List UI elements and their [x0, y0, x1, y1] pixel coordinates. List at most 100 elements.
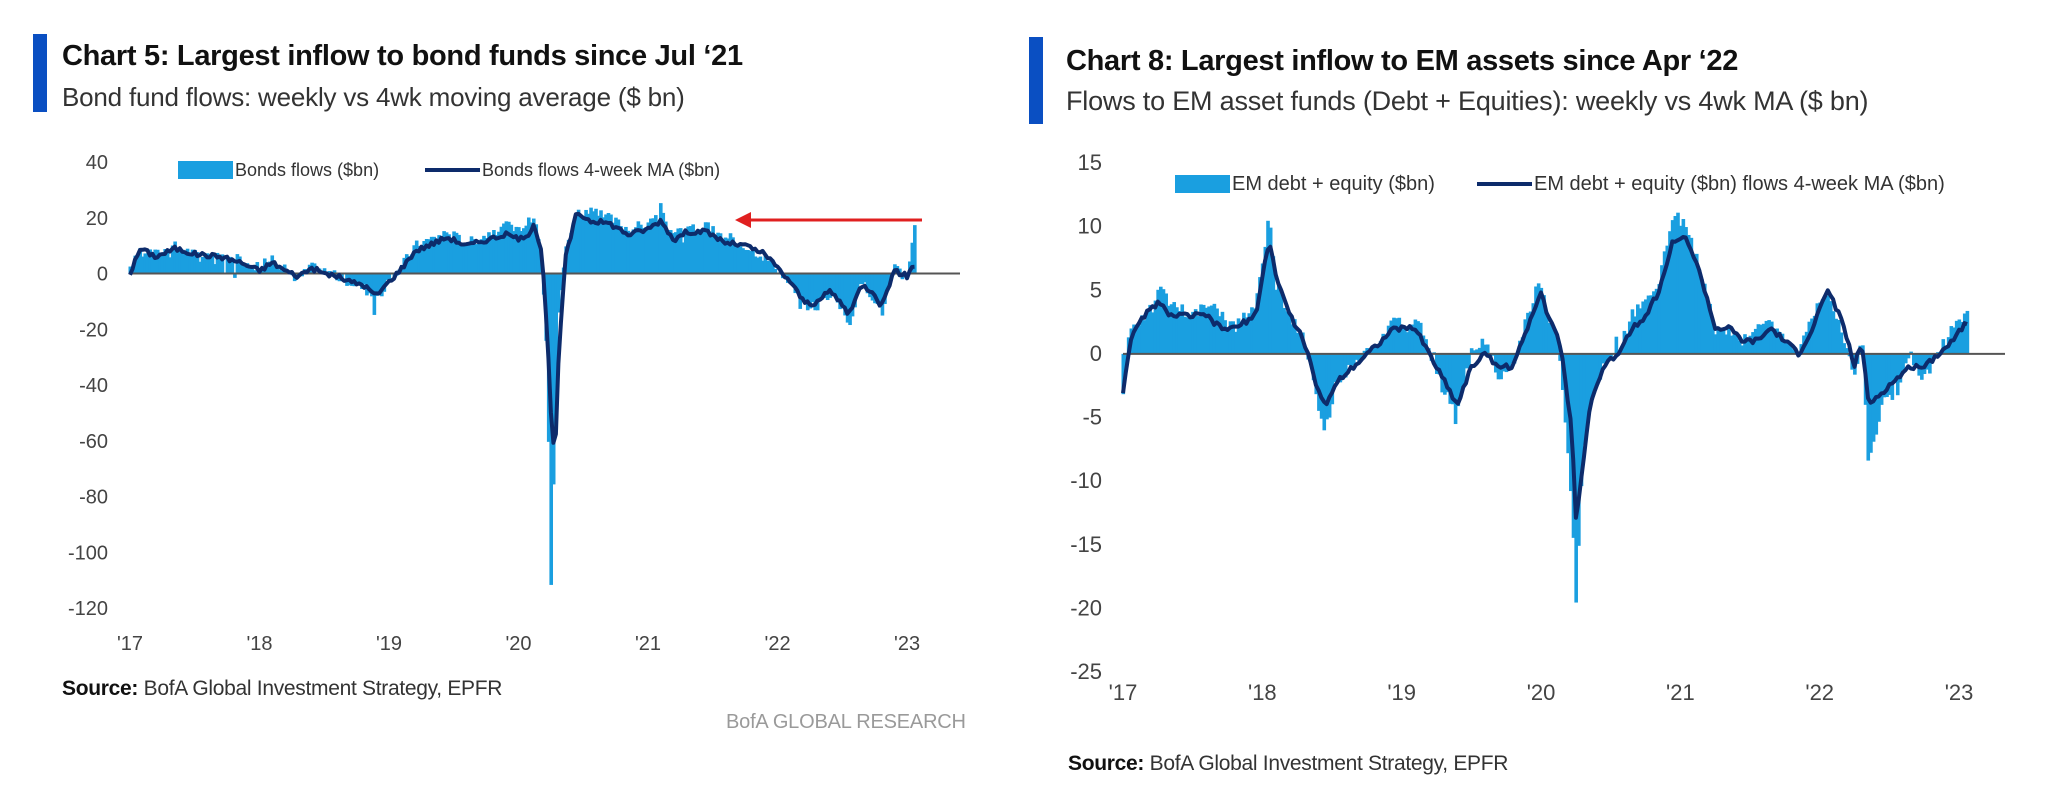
- flow-bar: [1134, 327, 1139, 354]
- flow-bar: [1212, 303, 1217, 354]
- flow-bar: [805, 273, 810, 311]
- flow-bar: [1574, 353, 1578, 603]
- flow-bar: [185, 248, 190, 274]
- flow-bar: [1137, 325, 1142, 354]
- flow-bar: [1917, 353, 1921, 376]
- flow-bar: [676, 228, 681, 274]
- flow-bar: [1282, 307, 1286, 354]
- flow-bar: [1472, 350, 1477, 354]
- flow-bar: [1467, 353, 1471, 369]
- flow-bar: [1480, 338, 1485, 354]
- flow-bar: [1260, 263, 1265, 354]
- flow-bar: [497, 231, 501, 274]
- flow-bar: [666, 230, 671, 274]
- flow-bar: [1893, 353, 1897, 383]
- flow-bar: [1435, 353, 1439, 374]
- flow-bar: [387, 273, 392, 280]
- flow-bar: [454, 232, 459, 274]
- flow-bar: [1788, 343, 1793, 354]
- flow-bar: [721, 240, 725, 274]
- flow-bar: [1389, 320, 1394, 354]
- flow-bar: [504, 221, 509, 274]
- flow-bar: [1544, 311, 1549, 354]
- flow-bar: [1834, 318, 1838, 354]
- flow-bar: [1633, 316, 1637, 354]
- flow-bar: [1351, 353, 1356, 366]
- flow-bar: [362, 273, 367, 285]
- flow-bar: [706, 222, 710, 274]
- flow-bar: [1627, 321, 1632, 354]
- flow-bar: [913, 225, 917, 274]
- chart-subtitle: Flows to EM asset funds (Debt + Equities…: [1066, 86, 1869, 116]
- flow-bar: [180, 249, 185, 274]
- flow-bar: [571, 228, 576, 274]
- flow-bar: [818, 273, 822, 301]
- flow-bar: [175, 247, 180, 274]
- flow-bar: [1660, 265, 1664, 354]
- flow-bar: [173, 241, 177, 274]
- flow-bar: [1204, 307, 1209, 354]
- flow-bar: [803, 273, 808, 300]
- flow-bar: [1443, 353, 1447, 395]
- y-tick-label: -100: [68, 542, 108, 564]
- flow-bar: [218, 257, 222, 274]
- x-tick-label: '22: [765, 633, 791, 655]
- flow-bar: [1582, 353, 1587, 445]
- flow-bar: [733, 243, 738, 274]
- flow-bar: [168, 257, 172, 274]
- flow-bar: [1686, 234, 1691, 354]
- flow-bar: [683, 231, 688, 274]
- flow-bar: [1373, 344, 1377, 354]
- flow-bar: [1590, 353, 1595, 401]
- flow-bar: [250, 267, 255, 274]
- flow-bar: [427, 239, 431, 274]
- source-label: Source:: [1068, 752, 1145, 775]
- flow-bar: [1577, 353, 1581, 546]
- flow-bar: [1314, 353, 1319, 395]
- flow-bar: [808, 273, 813, 309]
- flow-bar: [1558, 353, 1562, 361]
- flow-bar: [850, 273, 855, 317]
- flow-bar: [1786, 340, 1790, 354]
- flow-bar: [1191, 311, 1195, 354]
- x-tick-label: '23: [1945, 680, 1974, 705]
- flow-bar: [1255, 293, 1260, 354]
- flow-bar: [1258, 277, 1262, 354]
- flow-bar: [731, 237, 735, 274]
- flow-bar: [1188, 314, 1193, 354]
- flow-bar: [1346, 353, 1351, 365]
- flow-bar: [1614, 336, 1619, 354]
- flow-bar: [609, 214, 613, 274]
- chart-panel-em-flows: Chart 8: Largest inflow to EM assets sin…: [1010, 0, 2048, 809]
- flow-bar: [509, 224, 514, 274]
- flow-bar: [1957, 319, 1962, 354]
- flow-bar: [1196, 316, 1201, 354]
- flow-bar: [1416, 321, 1420, 354]
- flow-bar: [1941, 339, 1946, 354]
- flow-bar: [163, 249, 167, 274]
- flow-bar: [606, 213, 611, 274]
- flow-bar: [1298, 335, 1302, 354]
- flow-bar: [771, 259, 775, 274]
- flow-bar: [596, 215, 601, 274]
- flow-bar: [1839, 332, 1844, 354]
- flow-bar: [1150, 312, 1155, 354]
- flow-bar: [479, 239, 484, 274]
- flow-bar: [1845, 348, 1849, 354]
- x-tick-label: '21: [1666, 680, 1695, 705]
- flow-bar: [1164, 293, 1168, 354]
- flow-bar: [658, 203, 663, 274]
- flow-bar: [1885, 353, 1889, 398]
- flow-bar: [1684, 227, 1688, 354]
- y-tick-label: -25: [1070, 659, 1102, 684]
- flow-bar: [591, 211, 596, 274]
- flow-bar: [1293, 319, 1297, 354]
- flow-bar: [1708, 303, 1712, 354]
- flow-bar: [1678, 225, 1683, 354]
- flow-bar: [1646, 295, 1651, 354]
- flow-bar: [716, 232, 720, 274]
- flow-bar: [512, 231, 516, 274]
- flow-bar: [810, 273, 815, 303]
- flow-bar: [502, 223, 506, 274]
- flow-bar: [1780, 333, 1785, 354]
